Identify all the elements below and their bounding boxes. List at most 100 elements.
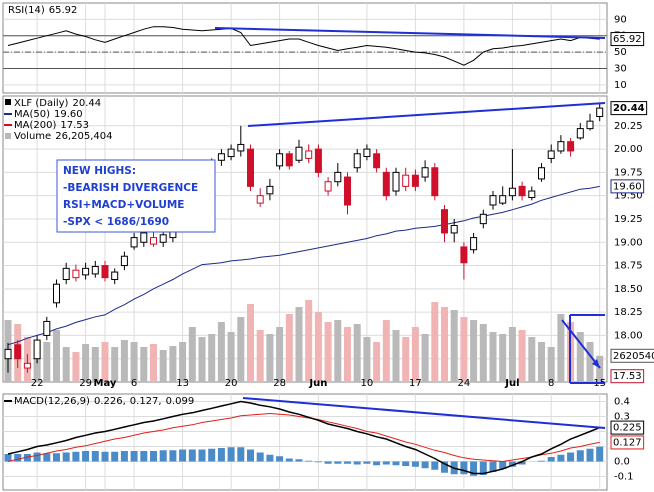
volume-bar: [314, 312, 322, 382]
candle-body: [14, 344, 22, 360]
volume-bar: [227, 332, 235, 382]
volume-bar: [353, 324, 361, 382]
histogram-bar: [150, 451, 157, 462]
volume-bar: [179, 342, 187, 382]
panel-frame: [2, 95, 608, 383]
volume-bar: [256, 330, 264, 382]
candle-body: [159, 234, 167, 243]
volume-bar: [508, 327, 516, 382]
candle-body: [334, 171, 342, 183]
legend-value: 0.099: [166, 396, 195, 407]
volume-bar: [344, 327, 351, 382]
candle-body: [576, 128, 584, 139]
legend-text: RSI(14): [8, 5, 45, 16]
y-tick-label: 0.3: [614, 412, 630, 423]
histogram-bar: [62, 452, 70, 462]
histogram-bar: [33, 452, 41, 462]
volume-bar: [392, 330, 400, 382]
legend-text: MA(50): [14, 109, 50, 120]
histogram-bar: [538, 460, 545, 462]
candle-body: [276, 153, 284, 167]
volume-bar: [198, 337, 206, 382]
histogram-bar: [489, 461, 497, 472]
candle-body: [353, 153, 361, 169]
candle-body: [120, 255, 128, 267]
histogram-bar: [382, 461, 390, 465]
volume-bar: [150, 344, 157, 382]
histogram-bar: [508, 461, 516, 467]
x-tick-label: Jul: [504, 378, 519, 389]
y-tick-label: 10: [614, 80, 627, 91]
candle-body: [489, 195, 497, 206]
histogram-bar: [120, 451, 128, 462]
volume-bar: [441, 307, 448, 382]
volume-bar: [411, 327, 419, 382]
histogram-bar: [334, 461, 342, 464]
value-box: [610, 369, 645, 384]
histogram-bar: [179, 449, 187, 462]
annotation-text: -BEARISH DIVERGENCE: [63, 182, 198, 194]
y-tick-label: 50: [614, 47, 627, 58]
value-box: [610, 435, 645, 450]
candle-body: [508, 187, 516, 197]
histogram-bar: [499, 461, 507, 469]
volume-bar: [130, 342, 138, 382]
histogram-bar: [14, 454, 22, 462]
volume-bar: [91, 347, 99, 382]
candle-body: [314, 148, 322, 173]
histogram-bar: [411, 461, 419, 467]
volume-bar: [538, 342, 545, 382]
candle-body: [324, 181, 332, 192]
histogram-bar: [72, 451, 80, 462]
volume-bar: [460, 317, 468, 382]
volume-bar: [247, 304, 254, 382]
value-box: [610, 420, 645, 435]
x-tick-label: 28: [273, 378, 286, 389]
x-tick-label: May: [94, 378, 117, 389]
candle-body: [460, 246, 468, 264]
histogram-bar: [208, 448, 216, 462]
candle-body: [33, 339, 41, 360]
legend-value: 0.127: [130, 396, 159, 407]
candle-body: [23, 362, 31, 369]
histogram-bar: [111, 451, 119, 462]
y-tick-label: 19.25: [614, 214, 643, 225]
rsi-line: [7, 26, 600, 66]
histogram-bar: [518, 461, 526, 465]
trend-line: [247, 102, 606, 127]
annotation-text: -SPX < 1686/1690: [63, 216, 169, 228]
histogram-bar: [421, 461, 429, 469]
candle-body: [217, 153, 225, 161]
candle-body: [441, 209, 448, 234]
legend-separator: ,: [123, 396, 126, 407]
volume-bar: [489, 332, 497, 382]
histogram-bar: [479, 461, 487, 475]
legend-text: 26,205,404: [55, 131, 112, 142]
legend-swatch: [5, 99, 11, 105]
candle-body: [470, 237, 478, 251]
candle-body: [266, 185, 274, 195]
value-label: 20.44: [613, 103, 645, 114]
candle-body: [528, 190, 536, 199]
trend-line: [561, 319, 601, 369]
histogram-bar: [441, 461, 448, 473]
value-box: [610, 101, 648, 116]
candle-body: [518, 185, 526, 197]
histogram-bar: [586, 448, 594, 462]
volume-bar: [363, 337, 371, 382]
volume-bar: [421, 334, 429, 382]
candle-body: [101, 265, 109, 279]
histogram-bar: [159, 450, 167, 462]
histogram-bar: [188, 449, 196, 462]
volume-bar: [120, 340, 128, 382]
histogram-bar: [596, 446, 604, 462]
histogram-bar: [140, 451, 148, 462]
legend-text: MACD(12,26,9): [14, 396, 90, 407]
x-tick-label: 17: [409, 378, 422, 389]
y-tick-label: 30: [614, 63, 627, 74]
histogram-bar: [314, 461, 322, 463]
candle-body: [596, 107, 604, 117]
histogram-bar: [276, 456, 284, 462]
